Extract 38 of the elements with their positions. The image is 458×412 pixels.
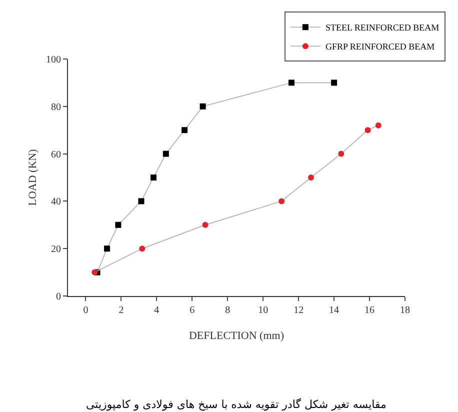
point <box>375 122 382 128</box>
point <box>104 246 110 252</box>
x-tick-label: 6 <box>190 305 195 316</box>
point <box>150 174 156 180</box>
x-tick-label: 0 <box>83 305 88 316</box>
x-tick-label: 10 <box>258 305 268 316</box>
point <box>364 127 371 134</box>
point <box>162 150 169 157</box>
y-tick-label: 80 <box>51 102 61 113</box>
x-tick-label: 14 <box>329 305 340 316</box>
point <box>338 150 344 157</box>
y-tick-label: 40 <box>51 196 61 208</box>
y-tick-label: 20 <box>51 244 61 256</box>
point <box>308 174 314 180</box>
x-tick-label: 16 <box>364 305 375 316</box>
point <box>138 198 144 204</box>
y-tick-label: 100 <box>46 54 61 66</box>
point <box>92 269 98 276</box>
x-tick-label: 2 <box>118 305 124 316</box>
point <box>278 198 285 204</box>
y-axis-title: LOAD (KN) <box>27 148 39 206</box>
x-axis-title: DEFLECTION (mm) <box>188 330 284 342</box>
point <box>331 80 338 86</box>
x-tick-label: 8 <box>225 305 230 316</box>
y-tick-label: 60 <box>51 149 61 160</box>
point <box>139 246 146 252</box>
point <box>202 222 208 228</box>
y-tick-label: 0 <box>56 292 61 302</box>
text: مقایسه تغیر شکل گادر تقویه شده با سیخ های فولادی و کامپوزیتی <box>86 398 387 411</box>
point <box>182 127 188 134</box>
x-tick-label: 12 <box>294 305 304 316</box>
legend-label: GFRP REINFORCED BEAM <box>325 42 435 52</box>
x-tick-label: 4 <box>154 305 160 316</box>
x-tick-label: 18 <box>400 305 410 316</box>
point <box>115 222 122 228</box>
legend-label: STEEL REINFORCED BEAM <box>325 22 440 33</box>
point <box>288 80 294 86</box>
point <box>200 103 206 110</box>
